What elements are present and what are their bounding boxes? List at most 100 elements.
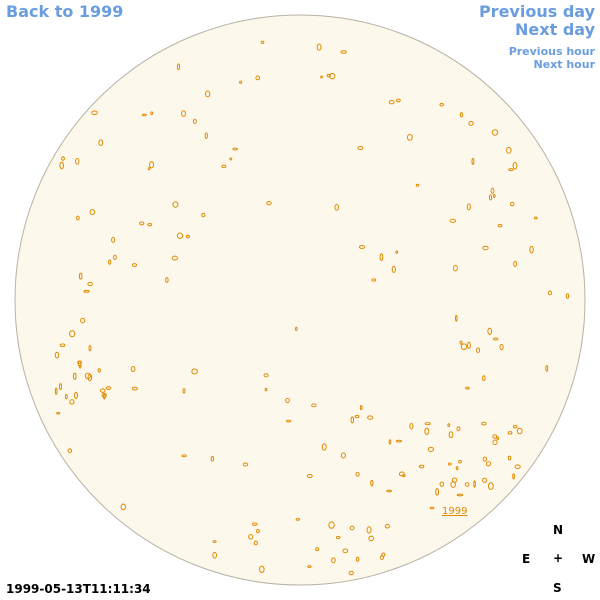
- next-day-link[interactable]: Next day: [515, 20, 595, 39]
- field-contour: [367, 415, 374, 420]
- field-contour: [388, 99, 395, 105]
- field-contour: [334, 204, 340, 211]
- field-contour: [331, 557, 336, 564]
- field-contour: [492, 439, 498, 446]
- field-contour: [131, 386, 138, 391]
- field-contour: [191, 368, 198, 375]
- solar-disk: [14, 14, 586, 586]
- field-contour: [354, 414, 360, 419]
- previous-day-link[interactable]: Previous day: [478, 2, 595, 21]
- field-contour: [260, 40, 265, 44]
- field-contour: [176, 63, 181, 71]
- field-contour: [286, 419, 292, 423]
- field-contour: [185, 234, 190, 239]
- field-contour: [439, 102, 444, 107]
- field-contour: [485, 461, 492, 467]
- field-contour: [255, 75, 261, 81]
- field-contour: [381, 552, 386, 557]
- field-contour: [105, 386, 112, 390]
- field-contour: [451, 477, 458, 483]
- field-contour: [395, 250, 399, 254]
- field-contour: [54, 351, 60, 359]
- field-contour: [514, 464, 521, 470]
- field-contour: [150, 111, 154, 116]
- field-contour: [447, 462, 452, 466]
- field-contour: [424, 427, 430, 436]
- field-contour: [87, 281, 93, 287]
- field-contour: [424, 422, 431, 426]
- field-contour: [357, 145, 364, 150]
- field-contour: [172, 201, 179, 208]
- field-contour: [491, 129, 499, 136]
- field-contour: [492, 337, 499, 341]
- field-contour: [139, 221, 145, 226]
- field-contour: [355, 556, 360, 562]
- field-contour: [508, 168, 514, 172]
- field-contour: [487, 482, 494, 490]
- field-contour: [418, 464, 425, 469]
- field-contour: [321, 443, 327, 451]
- field-contour: [447, 423, 451, 427]
- field-contour: [379, 253, 384, 261]
- field-contour: [204, 132, 208, 139]
- compass-center: +: [553, 551, 564, 565]
- timestamp: 1999-05-13T11:11:34: [6, 582, 151, 596]
- field-contour: [221, 164, 227, 169]
- field-contour: [98, 139, 104, 146]
- field-contour: [386, 489, 392, 493]
- compass-west: W: [582, 552, 596, 566]
- field-contour: [306, 473, 313, 479]
- year-link[interactable]: 1999: [442, 506, 468, 517]
- field-contour: [285, 397, 290, 403]
- next-hour-link[interactable]: Next hour: [533, 58, 596, 71]
- field-contour: [99, 388, 106, 393]
- field-contour: [78, 272, 83, 280]
- field-contour: [256, 529, 260, 534]
- compass-east: E: [522, 552, 531, 566]
- compass-south: S: [553, 581, 562, 595]
- field-contour: [384, 523, 390, 529]
- field-contour: [466, 203, 471, 211]
- field-contour: [181, 454, 187, 458]
- field-contour: [316, 43, 322, 51]
- field-contour: [59, 161, 64, 170]
- field-contour: [454, 314, 458, 322]
- field-contour: [473, 480, 476, 488]
- field-contour: [212, 551, 217, 559]
- back-link[interactable]: Back to 1999: [6, 2, 124, 21]
- field-contour: [513, 260, 517, 268]
- field-contour: [340, 50, 347, 54]
- field-contour: [111, 236, 116, 243]
- field-contour: [529, 245, 534, 254]
- field-contour: [336, 535, 341, 540]
- field-contour: [395, 98, 401, 103]
- field-contour: [449, 218, 457, 223]
- field-contour: [510, 201, 515, 207]
- field-contour: [499, 343, 504, 351]
- field-contour: [176, 232, 184, 239]
- previous-hour-link[interactable]: Previous hour: [508, 45, 595, 58]
- field-contour: [108, 259, 112, 265]
- field-contour: [182, 388, 186, 394]
- compass-north: N: [553, 523, 564, 537]
- field-contour: [76, 215, 80, 221]
- field-contour: [455, 466, 459, 471]
- field-contour: [545, 365, 549, 372]
- field-contour: [141, 113, 147, 117]
- field-contour: [368, 535, 375, 542]
- field-contour: [311, 403, 317, 408]
- field-contour: [460, 343, 468, 350]
- field-contour: [239, 80, 243, 84]
- field-contour: [435, 488, 440, 496]
- field-contour: [493, 194, 496, 198]
- field-contour: [307, 565, 312, 568]
- field-contour: [340, 452, 346, 459]
- field-contour: [130, 366, 136, 373]
- field-contour: [147, 167, 151, 171]
- field-contour: [120, 503, 126, 511]
- field-contour: [388, 439, 392, 445]
- field-contour: [58, 383, 63, 391]
- field-contour: [232, 147, 238, 151]
